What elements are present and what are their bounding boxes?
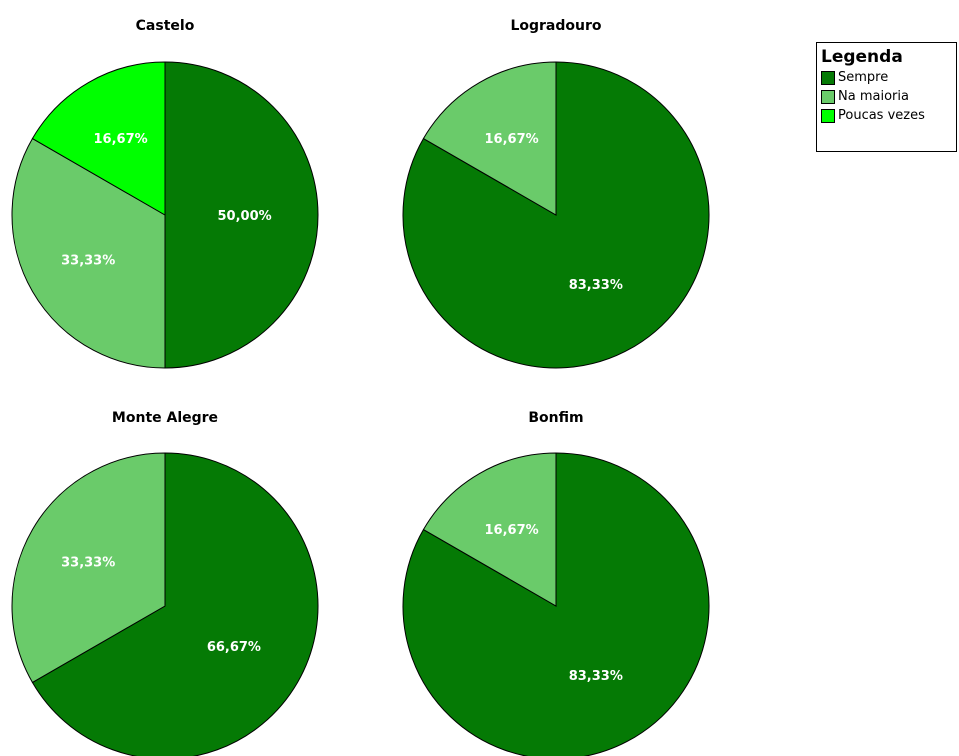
legend-label-sempre: Sempre — [838, 70, 889, 85]
pie-slice-bonfim-sempre — [402, 452, 710, 756]
pie-slice-logradouro-na-maioria — [422, 61, 557, 216]
pie-label-monte-alegre-na-maioria: 33,33% — [61, 556, 115, 571]
legend-item-na-maioria: Na maioria — [821, 87, 952, 106]
legend-label-na-maioria: Na maioria — [838, 89, 909, 104]
pie-label-castelo-poucas-vezes: 16,67% — [94, 132, 148, 147]
pie-label-bonfim-sempre: 83,33% — [569, 669, 623, 684]
pie-label-monte-alegre-sempre: 66,67% — [207, 640, 261, 655]
pie-label-bonfim-na-maioria: 16,67% — [485, 523, 539, 538]
legend-item-poucas-vezes: Poucas vezes — [821, 106, 952, 125]
legend-label-poucas-vezes: Poucas vezes — [838, 108, 925, 123]
legend-title: Legenda — [821, 47, 903, 67]
legend-item-sempre: Sempre — [821, 68, 952, 87]
pie-label-castelo-sempre: 50,00% — [218, 209, 272, 224]
pie-slice-castelo-poucas-vezes — [31, 61, 166, 216]
pie-title-logradouro: Logradouro — [510, 18, 601, 34]
pie-label-logradouro-na-maioria: 16,67% — [485, 132, 539, 147]
pie-label-logradouro-sempre: 83,33% — [569, 278, 623, 293]
legend: Legenda Sempre Na maioria Poucas vezes — [816, 42, 957, 152]
pie-charts-area: Castelo 50,00% 33,33% 16,67% Logradouro 83,33… — [11, 18, 710, 756]
pie-slice-monte-alegre-sempre — [31, 452, 319, 756]
pie-slice-castelo-na-maioria — [11, 137, 166, 369]
pie-label-castelo-na-maioria: 33,33% — [61, 253, 115, 268]
pie-slice-castelo-sempre — [164, 61, 319, 369]
pie-title-castelo: Castelo — [136, 18, 195, 34]
legend-swatch-poucas-vezes — [821, 108, 835, 123]
pie-title-bonfim: Bonfim — [528, 410, 583, 426]
legend-swatch-sempre — [821, 70, 835, 85]
pie-slice-bonfim-na-maioria — [422, 452, 557, 607]
pie-title-monte-alegre: Monte Alegre — [112, 410, 218, 426]
legend-swatch-na-maioria — [821, 89, 835, 104]
pie-slice-monte-alegre-na-maioria — [11, 452, 166, 684]
